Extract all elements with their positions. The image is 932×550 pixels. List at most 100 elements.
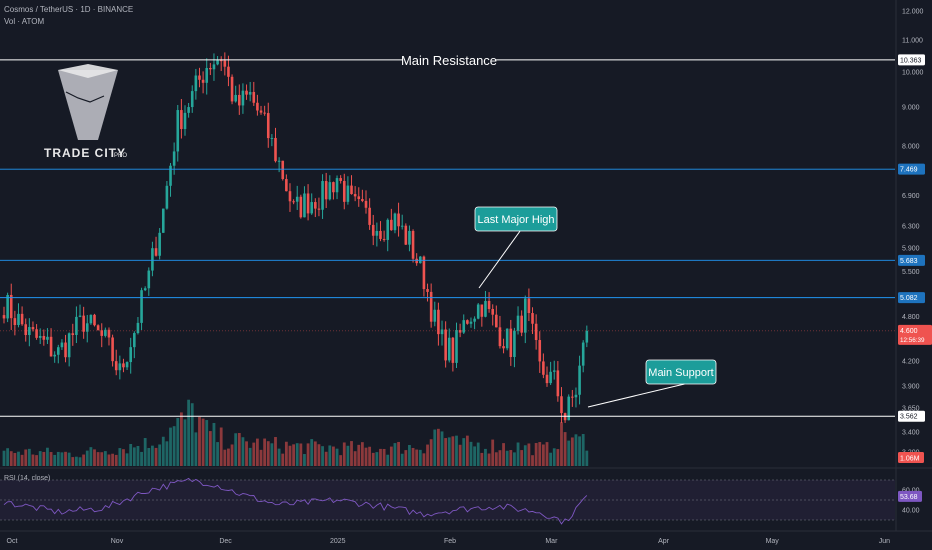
candle [151, 241, 154, 277]
volume-bar [78, 457, 82, 466]
volume-bar [82, 454, 86, 466]
candle [346, 176, 350, 205]
price-tick-label: 3.400 [902, 429, 920, 436]
volume-bar [288, 445, 292, 466]
candle-body [136, 322, 140, 334]
candle-body [473, 318, 476, 322]
candle [451, 336, 455, 372]
candle [408, 225, 411, 252]
candle-body [28, 327, 31, 336]
candle-body [209, 68, 212, 70]
level-line: 5.683 [0, 254, 925, 266]
volume-bar [227, 448, 230, 466]
candle-body [469, 321, 473, 324]
candle [60, 339, 64, 350]
volume-bar [24, 449, 28, 466]
candle [371, 214, 375, 246]
candle [266, 102, 270, 148]
volume-bar [462, 438, 466, 466]
candle-body [390, 219, 393, 231]
candle [78, 304, 82, 318]
candle-body [440, 329, 444, 335]
candle [147, 267, 151, 296]
volume-bar [194, 432, 198, 466]
candle-body [342, 180, 346, 202]
candle-body [502, 346, 505, 349]
logo-suffix: PRO [114, 153, 127, 159]
volume-bar [368, 446, 372, 466]
candle [505, 328, 509, 351]
volume-bar [382, 448, 386, 466]
candle-body [147, 270, 151, 289]
candle-body [335, 178, 339, 193]
candle-body [426, 289, 429, 292]
candle [422, 255, 426, 297]
candle-body [100, 330, 104, 336]
candle-body [527, 298, 531, 314]
volume-bar [6, 448, 10, 466]
candle-body [328, 182, 332, 200]
volume-bar [13, 452, 17, 466]
candle-body [455, 330, 458, 363]
candle-body [53, 354, 56, 357]
volume-bars [2, 399, 589, 466]
main-support-callout-label: Main Support [648, 367, 713, 379]
candle [161, 208, 165, 233]
price-tick-label: 11.000 [902, 37, 923, 44]
candle-body [516, 315, 520, 331]
volume-bar [107, 454, 111, 466]
candle [444, 321, 447, 368]
candle-body [433, 309, 437, 322]
candle-body [371, 224, 375, 236]
candle [426, 283, 429, 302]
level-price-tag [898, 410, 925, 422]
candle [509, 319, 513, 366]
candle [93, 313, 96, 327]
volume-bar [205, 420, 209, 466]
candle-body [375, 230, 379, 236]
volume-bar [480, 452, 484, 466]
volume-bar [140, 451, 143, 466]
volume-bar [516, 442, 520, 466]
volume-bar [429, 439, 433, 466]
candle [133, 331, 136, 359]
time-tick-label: Oct [7, 538, 18, 545]
candle-body [408, 230, 411, 245]
volume-bar [484, 448, 487, 466]
candle-body [169, 165, 172, 186]
candle-body [480, 304, 484, 317]
level-line: 5.082 [0, 292, 925, 304]
volume-bar [440, 431, 444, 466]
candle [538, 331, 542, 373]
candle-body [285, 179, 288, 192]
candle [212, 53, 216, 81]
candle-body [411, 230, 415, 259]
volume-bar [513, 452, 516, 466]
candle [100, 323, 104, 348]
candle-body [314, 202, 317, 209]
candle [429, 283, 433, 328]
candle [556, 361, 560, 402]
candle [437, 302, 440, 346]
candle [411, 229, 415, 263]
volume-bar [328, 445, 332, 466]
volume-bar [476, 442, 480, 466]
candle-body [520, 315, 523, 333]
candle-body [299, 196, 303, 218]
candle [85, 314, 89, 343]
candle-body [187, 107, 190, 113]
candle [317, 197, 321, 217]
volume-bar [201, 418, 205, 466]
logo-shape [58, 70, 118, 140]
volume-bar [256, 438, 259, 466]
time-tick-label: 2025 [330, 538, 346, 545]
candle [484, 290, 487, 318]
candle-body [574, 394, 578, 398]
volume-bar [563, 432, 567, 466]
volume-bar [585, 450, 589, 466]
volume-bar [230, 444, 234, 466]
candle-body [129, 347, 132, 363]
volume-bar [38, 451, 42, 466]
